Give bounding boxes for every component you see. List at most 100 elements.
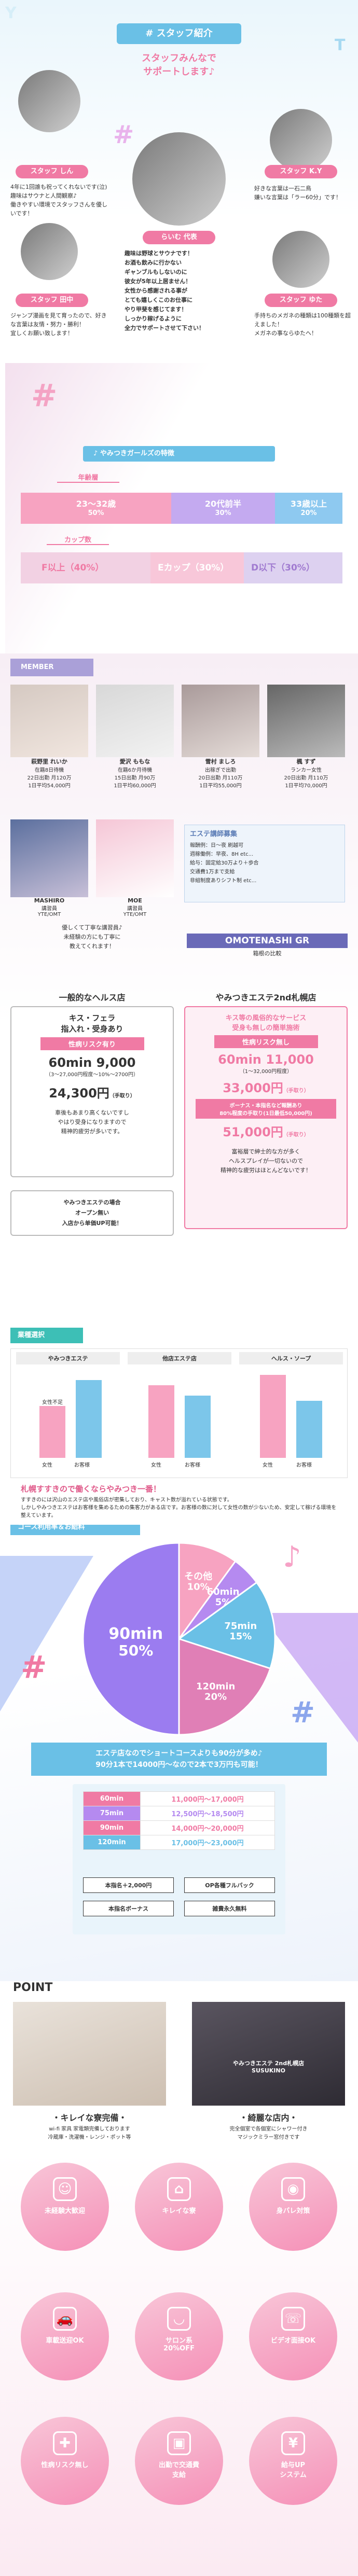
member-card[interactable]: 萩野里 れいか 在籍8日待機 22日出勤 月120万 1日平均54,000円 <box>10 685 88 789</box>
age-label: 年齢層 <box>57 472 119 483</box>
pie-pct: 50% <box>118 1642 153 1659</box>
industry-section: 業種選択 やみつきエステ 女性不足 女性 お客様 他店エステ店 女性 お客様 ヘ… <box>0 1328 358 1545</box>
features-section: ☺ 未経験大歓迎 ⌂ キレイな寮 ◉ 身バレ対策 🚗 車載送迎OK ◡ サロン系 20%O… <box>0 2152 358 2576</box>
member-card[interactable]: 楓 すず ランカー女性 20日出勤 月110万 1日平均70,000円 <box>267 685 345 789</box>
staff-name: スタッフ ゆた <box>265 294 337 307</box>
pie-pct: 15% <box>229 1631 252 1642</box>
cup-segment: Eカップ（30%） <box>150 552 244 583</box>
staff-desc: 趣味は野球とサウナです！ お酒も飲みに行かない ギャンブルもしないのに 彼女が5… <box>125 250 204 331</box>
age-segment: 33歳以上 20% <box>275 493 342 524</box>
compare-header: OMOTENASHI GR <box>187 934 348 948</box>
staff-tagline: スタッフみんなで サポートします♪ <box>142 53 216 77</box>
compare-section: 一般的なヘルス店 やみつきエステ2nd札幌店 キス・フェラ 指入れ・受身あり 性… <box>0 985 358 1338</box>
staff-photo <box>132 132 226 226</box>
pie-label: 90min <box>108 1625 163 1643</box>
point-header: POINT <box>13 1981 53 1994</box>
coin-icon: ¥ <box>281 2431 305 2455</box>
cup-segment: F以上（40%） <box>21 552 150 583</box>
deco-triangle <box>0 1556 93 1711</box>
industry-chart: やみつきエステ 女性不足 女性 お客様 他店エステ店 女性 お客様 ヘルス・ソー… <box>10 1348 348 1478</box>
point-photo-room <box>13 2002 166 2106</box>
pie-slice <box>82 1542 180 1736</box>
pie-slice <box>178 1542 237 1641</box>
member-card[interactable]: MASHIRO 講習員 YTE/OMT <box>10 819 88 917</box>
member-grid: 萩野里 れいか 在籍8日待機 22日出勤 月120万 1日平均54,000円 愛沢 も… <box>10 685 348 835</box>
hash-deco: # <box>21 1649 47 1686</box>
pie-slice <box>177 1581 276 1670</box>
member-header: MEMBER <box>10 659 93 676</box>
staff-name: スタッフ 田中 <box>16 294 88 307</box>
course-section: # # ♪ コース利用率＆お給料 その他 10% 60min 5% 75min 15% 12… <box>0 1525 358 1981</box>
staff-header: # スタッフ紹介 <box>117 23 241 44</box>
staff-photo <box>272 231 329 288</box>
feature-circle: ⌂ キレイな寮 <box>135 2163 223 2251</box>
course-tag: OP各種フルバック <box>184 1877 275 1893</box>
pie-label: その他 <box>184 1571 212 1582</box>
person-icon: ☺ <box>53 2177 77 2201</box>
staff-desc: ジャンプ漫画を見て育ったので、好きな言葉は友情・努力・勝利！ 宜しくお願い致しま… <box>10 312 107 337</box>
age-segment: 20代前半 30% <box>171 493 275 524</box>
age-segment: 23〜32歳 50% <box>21 493 171 524</box>
member-section: MEMBER 萩野里 れいか 在籍8日待機 22日出勤 月120万 1日平均54,00… <box>0 653 358 1027</box>
course-tag: 本指名＋2,000円 <box>83 1877 174 1893</box>
member-card[interactable]: MOE 講習員 YTE/OMT <box>96 819 174 917</box>
hash-deco: # <box>113 120 134 149</box>
staff-desc: 好きな言葉は一石二鳥 嫌いな言葉は「ラー60分」です！ <box>254 185 341 201</box>
feature-circle: ◉ 身バレ対策 <box>249 2163 337 2251</box>
hash-deco: # <box>291 1696 315 1730</box>
pie-pct: 20% <box>204 1691 227 1702</box>
eye-icon: ◉ <box>281 2177 305 2201</box>
feature-circle: ▣ 出勤で交通費 支給 <box>135 2417 223 2505</box>
point2-title: ・綺麗な店内・ <box>239 2113 298 2123</box>
cup-label: カップ数 <box>47 534 109 545</box>
music-note-icon: ♪ <box>283 1540 301 1574</box>
compare-bottom: やみつきエステの場合 オープン無い 入店から单価UP可能！ <box>10 1190 174 1236</box>
staff-photo <box>270 109 332 171</box>
staff-photo <box>18 70 80 132</box>
staff-name: らいむ 代表 <box>143 231 215 244</box>
member-card[interactable]: 愛沢 ももな 在籍6か月待機 15日出勤 月90万 1日平均60,000円 <box>96 685 174 789</box>
deco-letter: T <box>335 36 346 54</box>
course-tag: 本指名ボーナス <box>83 1901 174 1916</box>
staff-section: Y T # スタッフ紹介 スタッフみんなで サポートします♪ # スタッフ しん… <box>0 0 358 363</box>
feature-circle: 🚗 車載送迎OK <box>21 2292 109 2380</box>
house-icon: ⌂ <box>167 2177 191 2201</box>
deco-letter: Y <box>5 4 17 22</box>
compare-left-title: 一般的なヘルス店 <box>59 993 126 1002</box>
point2-sub: 完全個室で各個室にシャワー付き マジックミラー窓付きです <box>229 2126 308 2140</box>
car-icon: 🚗 <box>53 2307 77 2331</box>
compare-sub: 箱根の比較 <box>253 950 282 957</box>
phone-icon: ☏ <box>281 2307 305 2331</box>
course-table: 60min 11,000円〜17,000円 75min 12,500円〜18,500… <box>83 1791 275 1850</box>
staff-desc: 手持ちのメガネの種類は100種類を超えました！ メガネの事ならゆたへ！ <box>254 312 351 337</box>
bar-customers <box>76 1380 102 1458</box>
pie-label: 120min <box>196 1681 235 1692</box>
course-desc: エステ店なのでショートコースよりも90分が多め♪ 90分1本で14000円〜なの… <box>31 1743 327 1776</box>
hash-deco: # <box>31 378 58 414</box>
feature-circle: ¥ 給与UP システム <box>249 2417 337 2505</box>
course-tag: 雑費永久無料 <box>184 1901 275 1916</box>
pie-label: 60min <box>207 1586 240 1597</box>
train-icon: ▣ <box>167 2431 191 2455</box>
member-card[interactable]: 雪村 ましろ 出稼ぎで出勤 20日出勤 月110万 1日平均55,000円 <box>182 685 259 789</box>
feature-circle: ☺ 未経験大歓迎 <box>21 2163 109 2251</box>
industry-header: 業種選択 <box>10 1328 83 1343</box>
point-photo-shop: やみつきエステ 2nd札幌店 SUSUKINO <box>192 2002 345 2106</box>
course-table-box: 60min 11,000円〜17,000円 75min 12,500円〜18,500… <box>73 1784 285 1934</box>
girls-title-bar: ♪ やみつきガールズの特徴 <box>83 446 275 462</box>
staff-photo <box>21 223 78 280</box>
staff-desc: 4年に1回誰も祝ってくれないです(泣) 趣味はサウナと人間観察♪ 働きやすい環境… <box>10 184 107 217</box>
deco-triangle <box>259 1613 358 1743</box>
bar-women: 女性不足 <box>39 1400 65 1458</box>
pie-label: 75min <box>224 1621 257 1632</box>
girls-title: やみつきガールズの特徴 <box>100 450 174 457</box>
point1-title: ・キレイな寮完備・ <box>52 2113 127 2123</box>
staff-name: スタッフ しん <box>16 165 88 178</box>
staff-header-text: スタッフ紹介 <box>156 28 213 39</box>
cup-segment: D以下（30%） <box>244 552 342 583</box>
feature-circle: ☏ ビデオ面接OK <box>249 2292 337 2380</box>
point-section: POINT やみつきエステ 2nd札幌店 SUSUKINO ・キレイな寮完備・ … <box>0 1981 358 2199</box>
feature-circle: ◡ サロン系 20%OFF <box>135 2292 223 2380</box>
compare-right-card: キス等の風俗的なサービス 受身も無しの簡単施術 性病リスク無し 60min 11… <box>184 1006 348 1229</box>
